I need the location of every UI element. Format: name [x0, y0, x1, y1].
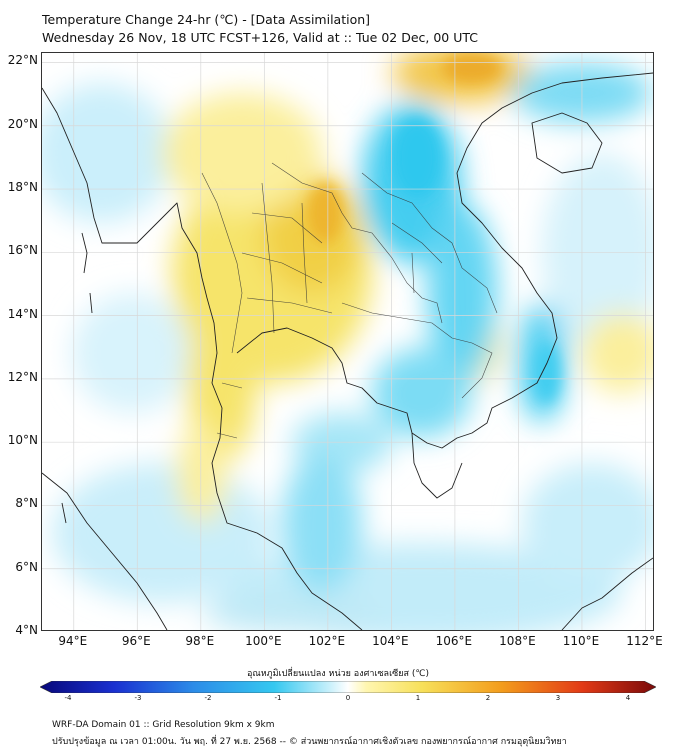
cambodia-border	[341, 302, 493, 399]
colorbar-tick-label: -1	[274, 694, 282, 702]
province-lines	[216, 182, 443, 439]
colorbar-tick-label: -3	[134, 694, 142, 702]
credit-line: ปรับปรุงข้อมูล ณ เวลา 01:00น. วัน พฤ. ที…	[52, 737, 567, 747]
colorbar-label: อุณหภูมิเปลี่ยนแปลง หน่วย องศาเซลเซียส (…	[246, 669, 430, 679]
model-info: WRF-DA Domain 01 :: Grid Resolution 9km …	[52, 720, 275, 730]
lon-tick-label: 110°E	[562, 634, 600, 648]
temperature-change-map	[42, 53, 653, 630]
colorbar-tick-label: 4	[625, 694, 631, 702]
temperature-field-detail	[307, 53, 559, 403]
myanmar-thai-border	[201, 172, 243, 354]
mekong-delta-coast	[411, 432, 463, 499]
lon-tick-label: 94°E	[58, 634, 88, 648]
colorbar-tick-label: -2	[204, 694, 212, 702]
hainan-coast	[531, 112, 603, 174]
colorbar	[40, 681, 656, 693]
mainland-coastline	[42, 87, 363, 630]
lat-tick-label: 12°N	[7, 369, 38, 384]
vietnam-border	[361, 172, 498, 314]
colorbar-tick-label: 0	[345, 694, 351, 702]
political-borders	[201, 162, 498, 439]
sumatra-coast	[42, 472, 168, 630]
lon-tick-label: 112°E	[626, 634, 663, 648]
colorbar-tick-label: 3	[555, 694, 561, 702]
colorbar-tick-label: 1	[415, 694, 421, 702]
lat-tick-label: 16°N	[7, 243, 38, 258]
map-panel[interactable]	[41, 52, 654, 631]
lat-tick-label: 6°N	[15, 559, 38, 574]
lon-tick-label: 106°E	[435, 634, 473, 648]
graticule	[42, 53, 653, 630]
andaman-islands	[61, 232, 93, 524]
laos-thai-border	[271, 162, 443, 324]
lon-tick-label: 96°E	[121, 634, 151, 648]
coastlines	[42, 72, 653, 630]
lat-tick-label: 8°N	[15, 496, 38, 511]
lat-tick-label: 4°N	[15, 623, 38, 637]
borneo-coast	[561, 557, 653, 630]
map-title: Temperature Change 24-hr (℃) - [Data Ass…	[42, 12, 371, 27]
lon-tick-label: 98°E	[185, 634, 215, 648]
map-subtitle: Wednesday 26 Nov, 18 UTC FCST+126, Valid…	[42, 30, 478, 45]
lat-tick-label: 10°N	[7, 433, 38, 448]
lon-tick-label: 100°E	[245, 634, 282, 648]
lat-tick-label: 22°N	[7, 53, 38, 68]
lon-tick-label: 108°E	[499, 634, 536, 648]
lon-tick-label: 102°E	[308, 634, 346, 648]
lat-tick-label: 14°N	[7, 306, 38, 321]
lon-tick-label: 104°E	[372, 634, 409, 648]
colorbar-gradient	[40, 681, 656, 693]
gulf-thailand-coast	[236, 72, 653, 449]
lat-tick-label: 20°N	[7, 116, 38, 131]
lat-tick-label: 18°N	[7, 180, 38, 195]
colorbar-tick-label: 2	[485, 694, 491, 702]
colorbar-tick-label: -4	[64, 694, 72, 702]
